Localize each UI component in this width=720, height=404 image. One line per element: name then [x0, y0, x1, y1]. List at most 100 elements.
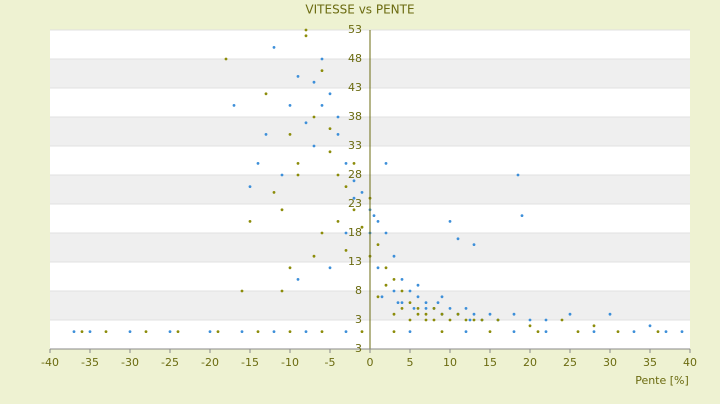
scatter-point	[432, 307, 436, 310]
scatter-point	[400, 307, 404, 310]
scatter-point	[448, 307, 452, 310]
x-tick-label: -15	[241, 356, 259, 369]
scatter-point	[304, 34, 308, 38]
y-tick-label: 23	[348, 197, 362, 210]
scatter-point	[392, 278, 396, 281]
scatter-point	[80, 330, 84, 333]
scatter-point	[320, 231, 324, 235]
scatter-point	[280, 289, 284, 293]
x-tick-label: -35	[81, 356, 99, 369]
scatter-point	[424, 301, 428, 304]
y-tick-label: 33	[348, 139, 362, 152]
scatter-point	[400, 301, 404, 304]
scatter-point	[312, 80, 316, 84]
scatter-point	[128, 330, 132, 333]
scatter-point	[296, 162, 300, 165]
scatter-point	[376, 266, 380, 270]
scatter-point	[396, 301, 400, 304]
y-tick-label: 28	[348, 168, 362, 181]
scatter-point	[288, 133, 292, 136]
scatter-point	[456, 312, 460, 316]
scatter-point	[240, 289, 244, 293]
scatter-point	[264, 92, 268, 96]
scatter-point	[272, 330, 276, 333]
scatter-point	[512, 330, 516, 333]
scatter-point	[216, 330, 220, 333]
scatter-point	[320, 69, 324, 72]
scatter-point	[344, 231, 348, 235]
scatter-point	[412, 307, 416, 310]
scatter-point	[296, 75, 300, 78]
scatter-point	[520, 214, 524, 218]
scatter-point	[360, 191, 364, 194]
scatter-point	[288, 330, 292, 333]
scatter-point	[280, 208, 284, 212]
scatter-point	[512, 312, 516, 316]
scatter-point	[408, 318, 412, 322]
scatter-point	[468, 318, 472, 322]
scatter-point	[312, 144, 316, 148]
scatter-point	[344, 185, 348, 189]
scatter-point	[352, 162, 356, 165]
scatter-point	[424, 307, 428, 310]
scatter-point	[384, 266, 388, 270]
scatter-point	[416, 295, 420, 299]
scatter-point	[392, 330, 396, 333]
scatter-point	[328, 92, 332, 96]
scatter-point	[384, 231, 388, 235]
scatter-point	[664, 330, 668, 333]
y-tick-label: 13	[348, 255, 362, 268]
scatter-point	[392, 289, 396, 293]
scatter-point	[516, 173, 520, 177]
scatter-point	[472, 312, 476, 316]
scatter-point	[592, 330, 596, 333]
scatter-point	[312, 254, 316, 258]
scatter-point	[432, 318, 436, 322]
scatter-point	[436, 301, 440, 304]
scatter-point	[352, 196, 356, 200]
scatter-point	[608, 312, 612, 316]
chart-title: VITESSE vs PENTE	[305, 3, 414, 17]
scatter-point	[232, 104, 236, 107]
scatter-point	[344, 249, 348, 252]
scatter-point	[336, 220, 340, 223]
scatter-point	[456, 237, 460, 241]
scatter-point	[344, 162, 348, 165]
scatter-point	[304, 28, 308, 32]
scatter-point	[328, 266, 332, 270]
y-tick-label: 8	[355, 284, 362, 297]
scatter-point	[648, 324, 652, 328]
scatter-point	[408, 301, 412, 304]
x-tick-label: -10	[281, 356, 299, 369]
scatter-point	[352, 179, 356, 183]
x-tick-label: 10	[443, 356, 457, 369]
x-tick-label: 15	[483, 356, 497, 369]
x-tick-label: -40	[41, 356, 59, 369]
scatter-point	[336, 115, 340, 119]
scatter-point	[528, 318, 532, 322]
x-axis-label: Pente [%]	[635, 374, 689, 387]
scatter-point	[224, 57, 228, 61]
scatter-point	[472, 243, 476, 247]
scatter-point	[408, 289, 412, 293]
y-tick-label: 43	[348, 81, 362, 94]
scatter-point	[568, 312, 572, 316]
scatter-point	[376, 243, 380, 247]
x-tick-label: 25	[563, 356, 577, 369]
scatter-point	[592, 324, 596, 328]
scatter-point	[248, 220, 252, 223]
scatter-point	[384, 162, 388, 165]
scatter-point	[400, 289, 404, 293]
scatter-point	[320, 57, 324, 61]
scatter-point	[328, 127, 332, 130]
scatter-point	[384, 283, 388, 287]
scatter-point	[376, 220, 380, 223]
scatter-point	[328, 150, 332, 154]
scatter-point	[480, 318, 484, 322]
scatter-point	[536, 330, 540, 333]
scatter-point	[448, 318, 452, 322]
scatter-point	[408, 330, 412, 333]
x-tick-label: 20	[523, 356, 537, 369]
